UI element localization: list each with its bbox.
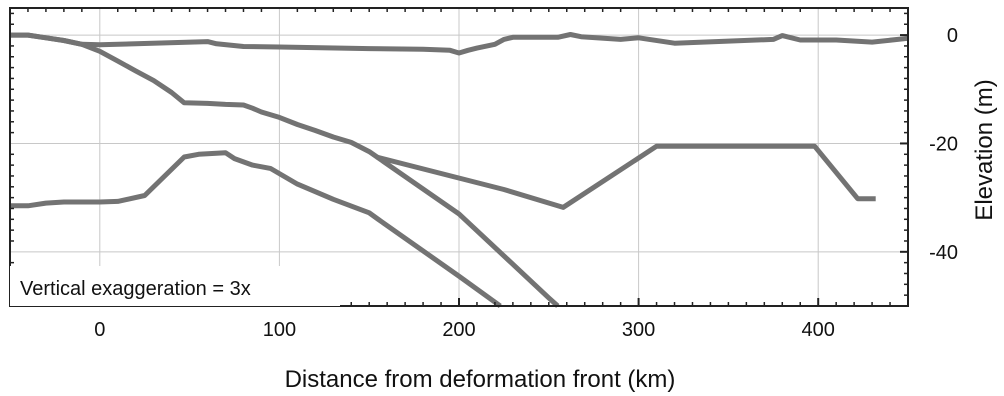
annotation-box bbox=[10, 266, 340, 306]
series-line-1 bbox=[10, 32, 909, 56]
x-axis-title: Distance from deformation front (km) bbox=[285, 366, 676, 393]
ticks: 0 100 200 300 400 0 -20 -40 bbox=[9, 8, 958, 341]
y-axis-title: Elevation (m) bbox=[971, 79, 998, 220]
y-tick-label: -40 bbox=[929, 242, 958, 264]
y-tick-label: 0 bbox=[947, 25, 958, 47]
data-series bbox=[10, 32, 909, 309]
y-tick-label: -20 bbox=[929, 133, 958, 155]
x-tick-label: 300 bbox=[622, 319, 655, 341]
x-tick-label: 200 bbox=[442, 319, 475, 341]
annotation-text: Vertical exaggeration = 3x bbox=[20, 278, 251, 300]
series-line-3 bbox=[10, 150, 502, 309]
grid bbox=[10, 8, 908, 306]
x-tick-label: 0 bbox=[94, 319, 105, 341]
x-tick-label: 400 bbox=[802, 319, 835, 341]
series-line-2 bbox=[10, 32, 560, 308]
series-line-4 bbox=[375, 143, 876, 210]
x-tick-label: 100 bbox=[263, 319, 296, 341]
